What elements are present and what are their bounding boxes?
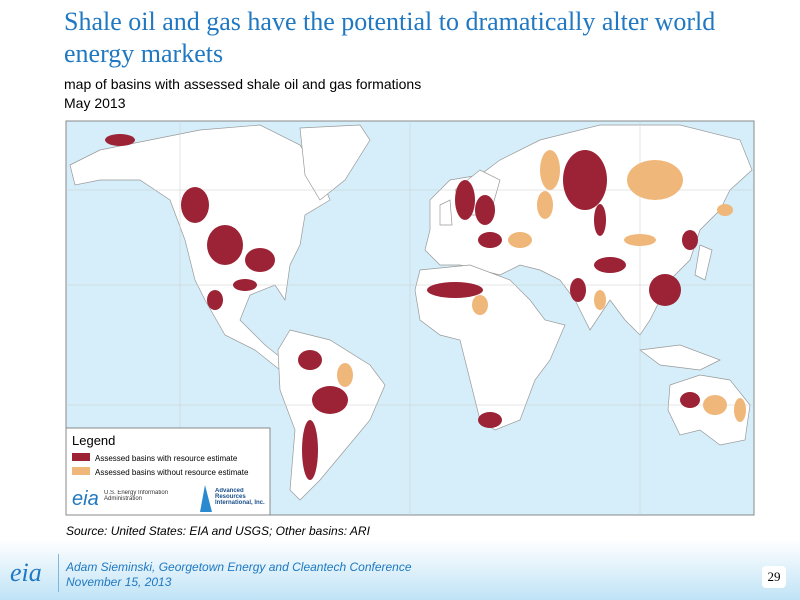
basins-estimated	[105, 134, 700, 480]
presenter: Adam Sieminski, Georgetown Energy and Cl…	[66, 560, 412, 574]
logo-text: Advanced Resources International, Inc.	[215, 488, 265, 506]
footer-date: November 15, 2013	[66, 575, 172, 589]
footer-logo: eia	[10, 558, 42, 587]
legend-swatch	[72, 467, 90, 475]
basins-unestimated	[337, 150, 746, 422]
logo-text: Advanced Resources International, Inc.	[215, 488, 265, 506]
separator	[58, 554, 59, 592]
legend-label: Assessed basins without resource estimat…	[95, 468, 249, 477]
subtitle: map of basins with assessed shale oil an…	[64, 76, 422, 92]
eia-logo: eia	[72, 488, 99, 510]
date: May 2013	[64, 95, 126, 111]
slide-title: Shale oil and gas have the potential to …	[64, 7, 716, 68]
logo-text: U.S. Energy Information Administration	[104, 490, 169, 502]
logo-text: U.S. Energy Information Administration	[104, 490, 169, 502]
map: Legend Assessed basins with resource est…	[65, 120, 755, 516]
legend-label: Assessed basins with resource estimate	[95, 454, 238, 463]
source: Source: United States: EIA and USGS; Oth…	[66, 524, 370, 538]
footer: eia Adam Sieminski, Georgetown Energy an…	[0, 540, 800, 600]
legend-box	[65, 427, 271, 516]
legend-title: Legend	[72, 433, 115, 448]
page-number: 29	[762, 566, 786, 588]
ari-logo	[200, 485, 212, 512]
legend-swatch	[72, 453, 90, 461]
